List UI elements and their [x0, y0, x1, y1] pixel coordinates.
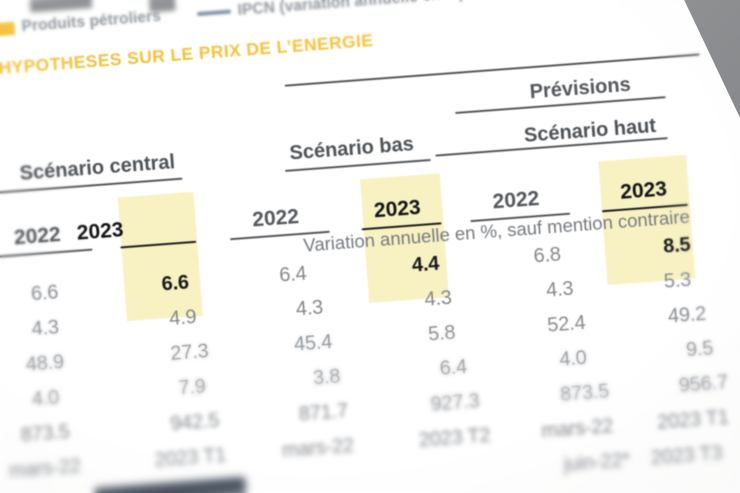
table-cell: 4.3	[423, 286, 453, 311]
table-cell: 2023 T1	[153, 444, 227, 472]
table-cell: 4.3	[295, 296, 324, 321]
table-cell: 4.9	[168, 306, 198, 330]
section-title: HYPOTHESES SUR LE PRIX DE L’ENERGIE	[0, 29, 375, 79]
year-header: 2022	[13, 222, 62, 250]
table-cell: 5.3	[663, 268, 692, 293]
table-cell: 2023 T2	[418, 424, 492, 452]
table-cell: 49.2	[667, 302, 707, 328]
table-cell: 927.3	[429, 390, 481, 416]
table-cell: 942.5	[169, 409, 221, 436]
year-header-highlight: 2023	[75, 218, 125, 245]
table-cell: mars-22	[540, 415, 614, 443]
table-cell: 4.3	[545, 277, 575, 302]
table-cell: 4.0	[558, 346, 588, 371]
table-cell: mars-22	[281, 434, 355, 462]
table-cell: 27.3	[169, 340, 210, 365]
cropped-next-section-bar	[94, 476, 247, 493]
table-cell-forecast: 6.6	[160, 271, 190, 296]
table-cell: 873.5	[559, 380, 610, 406]
table-cell: 6.4	[278, 262, 308, 287]
table-cell: 2023 T3	[650, 441, 724, 470]
table-cell: juin-22*	[563, 448, 631, 476]
year-header: 2022	[251, 205, 300, 232]
table-cell: 2023 T1	[656, 406, 730, 434]
yellow-swatch-icon	[0, 21, 16, 36]
table-cell: mars-22	[8, 455, 82, 483]
table-cell: 4.3	[30, 316, 60, 341]
legend-label: Produits pétroliers	[20, 7, 162, 36]
year-header-highlight: 2023	[619, 177, 668, 204]
table-cell: 6.8	[532, 243, 562, 268]
table-cell: 4.0	[31, 386, 60, 411]
legend-item-produits-petroliers: Produits pétroliers	[0, 8, 162, 38]
table-cell: 3.8	[312, 365, 342, 390]
table-cell: 9.5	[685, 337, 715, 362]
line-swatch-icon	[196, 9, 231, 17]
table-cell: 52.4	[546, 311, 587, 337]
table-cell: 871.7	[298, 399, 349, 426]
legend-label: IPCN (variation annuelle en %)	[237, 0, 465, 19]
year-header-highlight: 2023	[373, 195, 422, 223]
table-cell: 6.6	[30, 281, 60, 306]
table-cell: 7.9	[177, 375, 207, 400]
table-cell-forecast: 4.4	[411, 252, 440, 277]
table-cell: 45.4	[293, 330, 333, 356]
table-cell-forecast: 8.5	[662, 233, 692, 258]
table-cell: 956.7	[678, 371, 729, 397]
legend-item-ipcn: IPCN (variation annuelle en %)	[196, 0, 465, 23]
units-note: Variation annuelle en %, sauf mention co…	[302, 205, 691, 256]
table-cell: 48.9	[25, 351, 65, 376]
table-cell: 6.4	[438, 355, 468, 380]
table-top-rule	[284, 53, 700, 87]
table-cell: 5.8	[427, 321, 457, 346]
table-cell: 873.5	[19, 420, 71, 447]
year-header: 2022	[491, 186, 541, 214]
